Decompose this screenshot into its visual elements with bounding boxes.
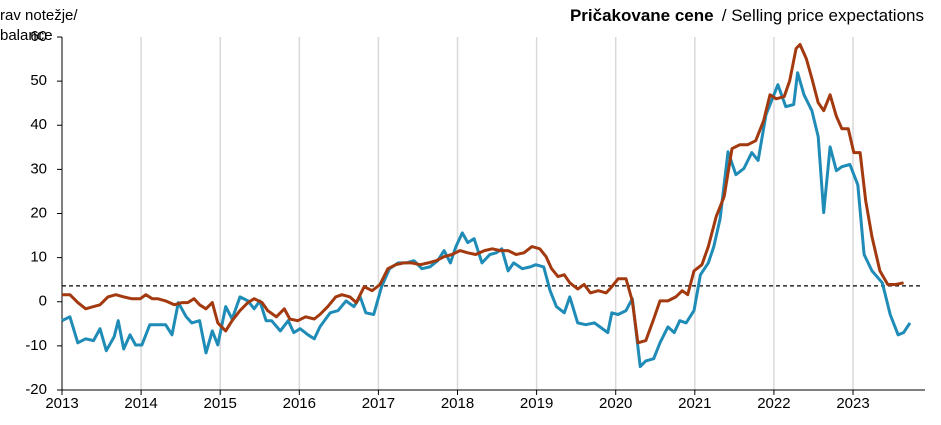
- subtitle: / Selling price expectations: [722, 6, 924, 25]
- y-tick-label: 40: [30, 116, 47, 133]
- y-tick-label: 20: [30, 204, 47, 221]
- y-tick-label: 50: [30, 72, 47, 89]
- x-tick-label: 2014: [124, 395, 157, 412]
- x-tick-label: 2016: [283, 395, 316, 412]
- x-tick-label: 2018: [441, 395, 474, 412]
- x-tick-label: 2015: [204, 395, 237, 412]
- x-tick-label: 2022: [757, 395, 790, 412]
- y-tick-label: 10: [30, 249, 47, 266]
- title: Pričakovane cene: [570, 6, 714, 25]
- x-tick-label: 2013: [45, 395, 78, 412]
- y-tick-label: 60: [30, 28, 47, 45]
- x-tick-label: 2017: [362, 395, 395, 412]
- y-tick-label: -10: [25, 337, 47, 354]
- y-axis-label: balance: [0, 27, 53, 44]
- y-axis-label: rav notežje/: [0, 7, 78, 24]
- x-tick-label: 2020: [599, 395, 632, 412]
- x-tick-label: 2021: [678, 395, 711, 412]
- y-tick-label: 30: [30, 160, 47, 177]
- x-tick-label: 2023: [836, 395, 869, 412]
- chart-title: Pričakovane cene / Selling price expecta…: [570, 6, 924, 25]
- line-series: [61, 71, 912, 369]
- x-tick-label: 2019: [520, 395, 553, 412]
- line-series: [62, 43, 904, 345]
- y-tick-label: 0: [39, 293, 47, 310]
- y-tick-label: -20: [25, 381, 47, 398]
